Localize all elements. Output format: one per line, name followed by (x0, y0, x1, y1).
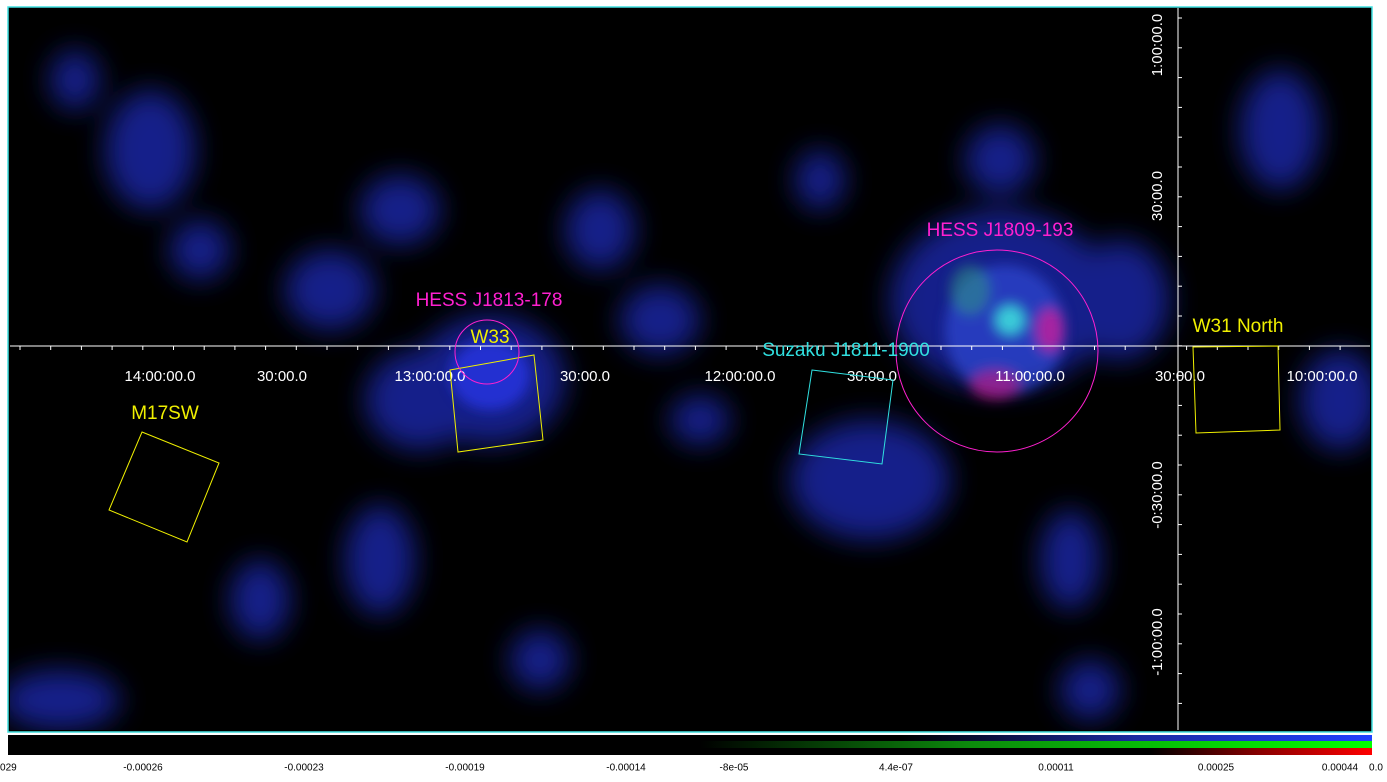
ra-tick-label: 12:00:00.0 (705, 368, 776, 385)
colorbar-label: 4.4e-07 (879, 763, 913, 774)
ra-tick-label: 30:00.0 (847, 368, 897, 385)
sky-image (10, 50, 1370, 730)
ra-tick-label: 10:00:00.0 (1287, 368, 1358, 385)
colorbar-label: -0.00019 (445, 763, 485, 774)
colorbar-label: -0.00014 (606, 763, 646, 774)
region-label: W33 (470, 327, 509, 348)
colorbar-red (1150, 748, 1372, 755)
dec-tick-labels: 1:00:00.0 30:00.0 -0:30:00.0 -1:00:00.0 (1149, 14, 1166, 676)
colorbar-label: -0.00029 (0, 763, 17, 774)
region-circle (454, 319, 520, 385)
ra-tick-labels: 14:00:00.0 30:00.0 13:00:00.0 30:00.0 12… (125, 368, 1358, 385)
ra-tick-label: 11:00:00.0 (995, 368, 1065, 385)
colorbar-blue (900, 735, 1372, 741)
colorbar-label: -8e-05 (720, 763, 749, 774)
dec-tick-label: 1:00:00.0 (1149, 14, 1166, 77)
colorbar-label: -0.00026 (123, 763, 163, 774)
colorbar (8, 735, 1372, 755)
axis-ticks (19, 17, 1341, 704)
region-label: M17SW (131, 403, 199, 424)
region-labels: M17SW W33 HESS J1813-178 Suzaku J1811-19… (131, 220, 1283, 424)
region-label: W31 North (1193, 316, 1284, 337)
region-box (1192, 345, 1281, 434)
dec-tick-label: -1:00:00.0 (1149, 608, 1166, 676)
region-label: HESS J1809-193 (927, 220, 1074, 241)
region-label: Suzaku J1811-1900 (762, 340, 930, 361)
colorbar-label: -0.00023 (284, 763, 324, 774)
regions (108, 249, 1281, 543)
ra-tick-label: 30:00.0 (560, 368, 610, 385)
region-box (798, 369, 894, 465)
colorbar-labels: -0.00029 -0.00026 -0.00023 -0.00019 -0.0… (0, 763, 1383, 774)
colorbar-label: 0.0 (1369, 763, 1383, 774)
region-label: HESS J1813-178 (416, 290, 563, 311)
ra-tick-label: 30:00.0 (1155, 368, 1205, 385)
colorbar-label: 0.00025 (1198, 763, 1235, 774)
ra-tick-label: 14:00:00.0 (125, 368, 196, 385)
colorbar-green (700, 741, 1372, 748)
dec-tick-label: -0:30:00.0 (1149, 461, 1166, 529)
region-box (449, 354, 544, 453)
ra-tick-label: 13:00:00.0 (395, 368, 466, 385)
region-circle (895, 249, 1099, 453)
colorbar-label: 0.00011 (1038, 763, 1074, 774)
region-box (108, 431, 220, 543)
colorbar-label: 0.00044 (1322, 763, 1359, 774)
ra-tick-label: 30:00.0 (257, 368, 307, 385)
dec-tick-label: 30:00.0 (1149, 171, 1166, 221)
